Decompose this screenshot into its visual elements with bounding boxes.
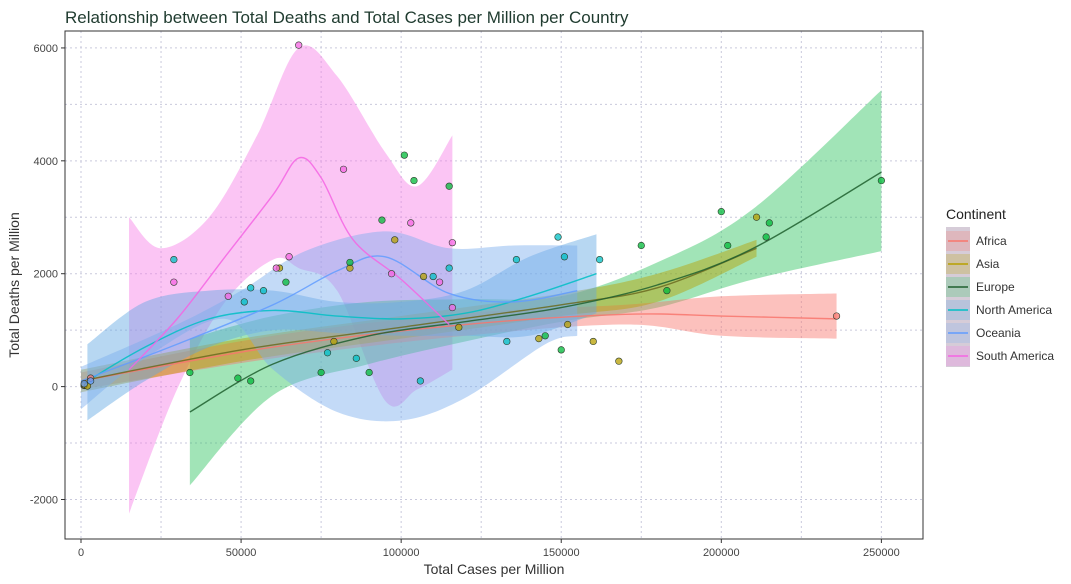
point-north-america bbox=[445, 264, 453, 272]
legend-label-oceania: Oceania bbox=[976, 326, 1021, 340]
legend-label-europe: Europe bbox=[976, 280, 1015, 294]
point-north-america bbox=[503, 337, 511, 346]
point-north-america bbox=[240, 298, 248, 306]
point-oceania bbox=[80, 380, 88, 388]
point-south-america bbox=[448, 239, 456, 247]
point-europe bbox=[365, 368, 373, 377]
x-axis-title: Total Cases per Million bbox=[424, 561, 565, 577]
x-tick-label: 50000 bbox=[226, 547, 257, 559]
point-europe bbox=[663, 287, 671, 295]
confidence-bands bbox=[81, 45, 882, 514]
x-tick-label: 150000 bbox=[543, 547, 580, 559]
grid bbox=[65, 31, 923, 539]
point-asia bbox=[615, 357, 623, 365]
legend-key-background bbox=[946, 227, 970, 367]
point-europe bbox=[378, 216, 386, 224]
point-south-america bbox=[295, 41, 303, 49]
point-europe bbox=[186, 368, 194, 377]
point-europe bbox=[400, 151, 408, 159]
point-south-america bbox=[435, 278, 444, 286]
legend-label-north-america: North America bbox=[976, 303, 1052, 317]
point-north-america bbox=[323, 349, 332, 357]
smooth-line-south-america bbox=[128, 156, 450, 371]
legend-title: Continent bbox=[946, 206, 1006, 222]
legend-label-asia: Asia bbox=[976, 257, 1000, 271]
point-oceania bbox=[87, 377, 95, 385]
x-tick-label: 0 bbox=[78, 547, 84, 559]
point-europe bbox=[317, 368, 325, 377]
point-north-america bbox=[352, 354, 360, 362]
point-south-america bbox=[448, 303, 456, 312]
y-tick-label: 4000 bbox=[34, 156, 58, 168]
x-axis: 0 50000 100000 150000 200000 250000 bbox=[78, 539, 900, 559]
smooth-line-africa bbox=[80, 313, 837, 382]
y-axis: -2000 0 2000 4000 6000 bbox=[30, 43, 65, 506]
y-tick-label: 0 bbox=[52, 382, 58, 394]
y-axis-title: Total Deaths per Million bbox=[6, 212, 22, 358]
point-south-america bbox=[285, 253, 293, 261]
point-north-america bbox=[416, 377, 424, 385]
point-europe bbox=[282, 278, 290, 286]
point-asia bbox=[589, 337, 597, 346]
point-asia bbox=[752, 213, 761, 221]
point-north-america bbox=[596, 256, 604, 264]
point-asia bbox=[419, 272, 428, 281]
point-europe bbox=[445, 182, 453, 190]
point-europe bbox=[877, 176, 885, 185]
point-north-america bbox=[512, 256, 521, 264]
point-asia bbox=[330, 337, 338, 346]
point-south-america bbox=[272, 264, 280, 272]
point-north-america bbox=[247, 284, 255, 292]
point-europe bbox=[724, 241, 732, 250]
legend: Continent Africa Asia Europe North America O… bbox=[946, 206, 1054, 367]
point-europe bbox=[541, 332, 549, 340]
point-europe bbox=[765, 219, 773, 227]
point-europe bbox=[637, 241, 645, 250]
point-south-america bbox=[407, 219, 415, 227]
point-asia bbox=[564, 320, 572, 329]
point-asia bbox=[455, 323, 463, 331]
point-europe bbox=[410, 176, 418, 185]
point-south-america bbox=[339, 165, 348, 173]
legend-label-south-america: South America bbox=[976, 349, 1054, 363]
y-tick-label: -2000 bbox=[30, 494, 58, 506]
point-south-america bbox=[170, 278, 178, 286]
data-points bbox=[80, 41, 885, 390]
point-europe bbox=[557, 346, 565, 354]
point-asia bbox=[391, 236, 399, 244]
point-north-america bbox=[429, 272, 437, 281]
point-south-america bbox=[387, 270, 396, 278]
band-north-america bbox=[87, 234, 597, 421]
point-europe bbox=[247, 377, 255, 385]
point-europe bbox=[234, 374, 242, 382]
y-tick-label: 2000 bbox=[34, 269, 58, 281]
x-tick-label: 200000 bbox=[703, 547, 740, 559]
band-south-america bbox=[129, 45, 453, 514]
y-tick-label: 6000 bbox=[34, 43, 58, 55]
point-asia bbox=[535, 335, 543, 343]
point-north-america bbox=[170, 256, 178, 264]
point-north-america bbox=[259, 287, 268, 295]
chart-title: Relationship between Total Deaths and To… bbox=[65, 8, 629, 27]
point-europe bbox=[717, 208, 725, 216]
band-asia bbox=[81, 239, 757, 393]
band-africa bbox=[81, 293, 837, 390]
point-europe bbox=[762, 233, 770, 241]
point-north-america bbox=[560, 253, 569, 261]
x-tick-label: 100000 bbox=[383, 547, 420, 559]
x-tick-label: 250000 bbox=[863, 547, 900, 559]
smooth-line-asia bbox=[80, 247, 757, 382]
legend-label-africa: Africa bbox=[976, 234, 1007, 248]
point-africa bbox=[832, 312, 841, 320]
band-oceania bbox=[81, 231, 578, 422]
point-north-america bbox=[554, 233, 562, 241]
point-south-america bbox=[224, 292, 232, 300]
plot-panel-border bbox=[64, 30, 924, 540]
point-europe bbox=[346, 258, 354, 267]
smooth-line-europe bbox=[189, 171, 882, 413]
